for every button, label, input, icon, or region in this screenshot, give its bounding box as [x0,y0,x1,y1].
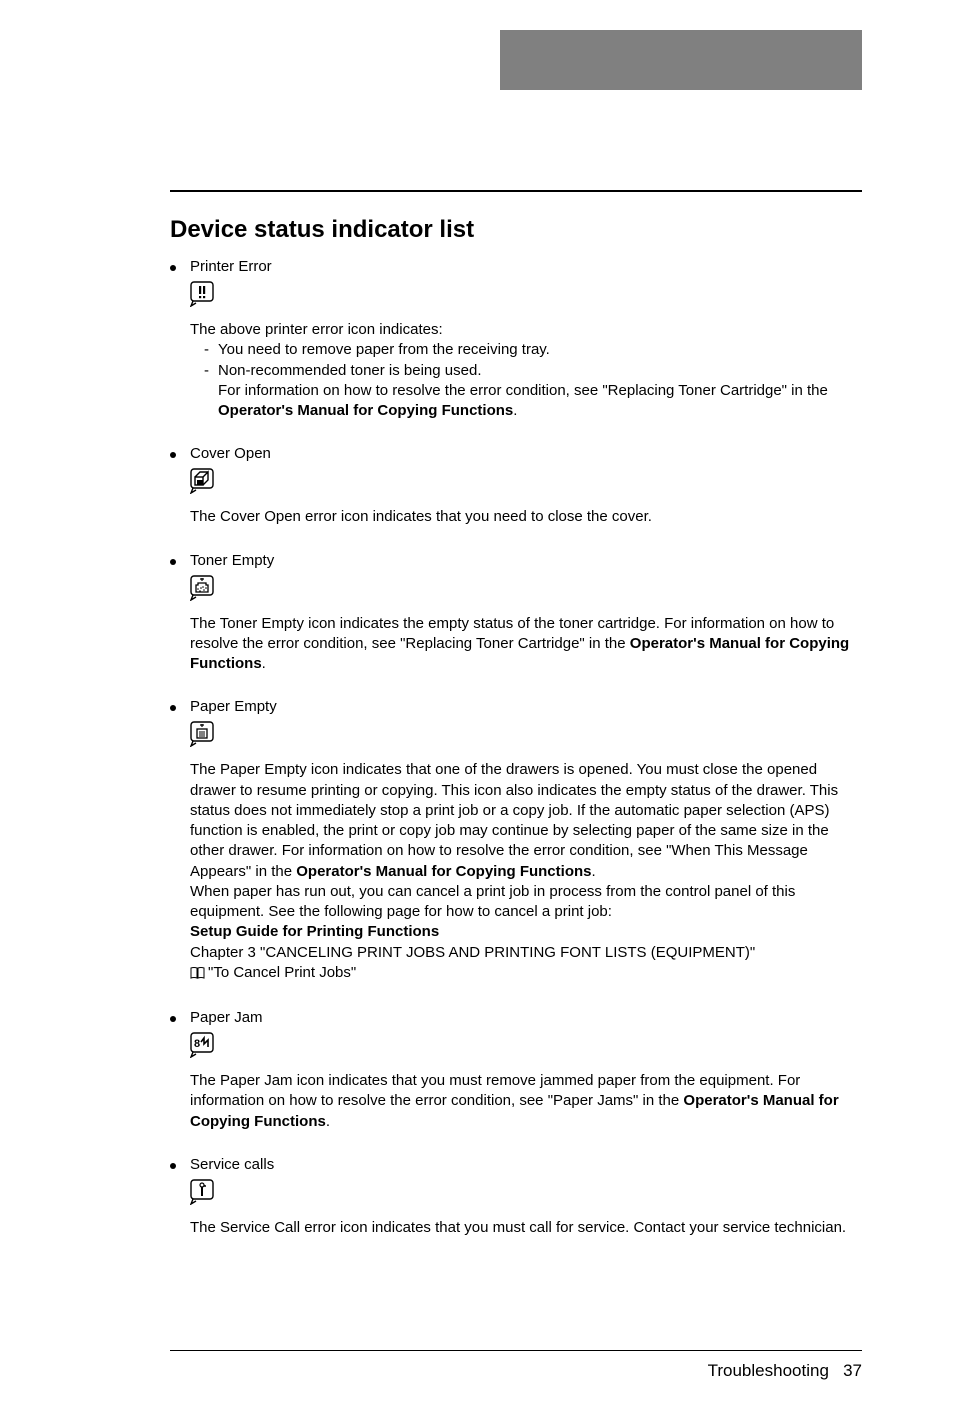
item-p2: When paper has run out, you can cancel a… [190,882,862,923]
tail-text: . [513,402,517,419]
item-paper-jam: Paper Jam 8 The Paper Jam icon indicates… [170,1009,862,1132]
item-title: Cover Open [190,445,271,462]
bullet-icon [170,265,176,271]
page-content: Device status indicator list Printer Err… [0,90,954,1302]
item-body: The Paper Empty icon indicates that one … [190,760,862,882]
bullet-icon [170,1016,176,1022]
item-title: Toner Empty [190,552,274,569]
page-footer: Troubleshooting 37 [0,1361,954,1417]
cover-open-icon [190,468,862,499]
book-icon [190,965,206,985]
page-heading: Device status indicator list [170,216,862,244]
paper-empty-icon [190,721,862,752]
item-body: The Toner Empty icon indicates the empty… [190,614,862,675]
svg-text:8: 8 [194,1038,200,1050]
setup-guide-ref: Setup Guide for Printing Functions [190,923,439,940]
printer-error-icon [190,281,862,312]
post-text: For information on how to resolve the er… [218,382,828,399]
item-title: Service calls [190,1156,274,1173]
body-post: . [262,655,266,672]
item-title: Paper Empty [190,698,277,715]
item-body: The Service Call error icon indicates th… [190,1218,862,1238]
item-cover-open: Cover Open The Cover Open error icon ind… [170,445,862,527]
body-post: . [326,1113,330,1130]
dash-list: -You need to remove paper from the recei… [190,340,862,421]
dash-text: You need to remove paper from the receiv… [218,340,550,360]
item-service-calls: Service calls The Service Call error ico… [170,1156,862,1238]
item-p4: Chapter 3 "CANCELING PRINT JOBS AND PRIN… [190,943,862,963]
item-p3: Setup Guide for Printing Functions [190,922,862,942]
item-title: Paper Jam [190,1009,263,1026]
p1c: . [591,863,595,880]
item-printer-error: Printer Error The above printer error ic… [170,258,862,421]
bullet-icon [170,705,176,711]
item-intro: The above printer error icon indicates: [190,320,862,340]
bullet-icon [170,559,176,565]
footer-page: 37 [843,1361,862,1380]
bullet-icon [170,452,176,458]
toner-empty-icon [190,575,862,606]
item-body: The Cover Open error icon indicates that… [190,507,862,527]
bottom-rule [170,1350,862,1351]
cancel-link: "To Cancel Print Jobs" [208,964,356,981]
top-rule [170,190,862,192]
paper-jam-icon: 8 [190,1032,862,1063]
item-paper-empty: Paper Empty The Paper Empty icon indicat… [170,698,862,985]
item-body: The Paper Jam icon indicates that you mu… [190,1071,862,1132]
footer-label: Troubleshooting [708,1361,829,1380]
service-calls-icon [190,1179,862,1210]
dash-text: Non-recommended toner is being used. [218,361,481,381]
item-toner-empty: Toner Empty The Toner Empty icon indicat… [170,552,862,675]
bold-ref: Operator's Manual for Copying Functions [296,863,591,880]
bullet-icon [170,1163,176,1169]
bold-ref: Operator's Manual for Copying Functions [218,402,513,419]
item-title: Printer Error [190,258,272,275]
item-p5: "To Cancel Print Jobs" [190,963,862,985]
header-banner [500,30,862,90]
